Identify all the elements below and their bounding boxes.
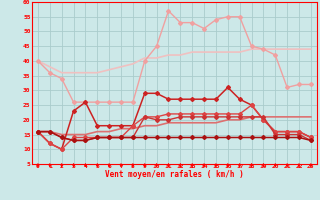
X-axis label: Vent moyen/en rafales ( km/h ): Vent moyen/en rafales ( km/h ): [105, 170, 244, 179]
